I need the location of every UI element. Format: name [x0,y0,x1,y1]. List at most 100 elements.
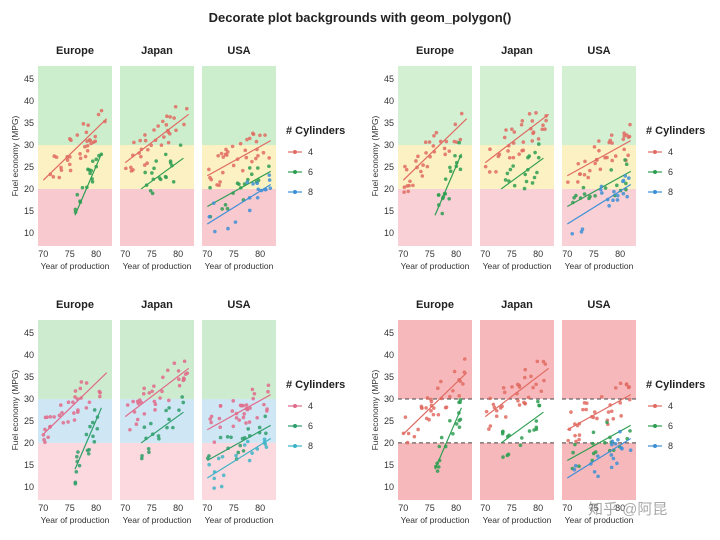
data-point [86,452,91,456]
facet-panel: Europe 70 75 80 Year of production 10 15 20 25 30… [24,45,112,271]
data-point [68,168,73,173]
data-point [72,418,77,422]
data-point [267,156,271,160]
data-point [583,159,587,164]
data-point [452,139,457,144]
data-point [532,175,537,180]
data-point [585,401,589,405]
data-point [225,206,230,211]
data-point [168,161,173,165]
data-point [166,140,171,145]
data-point [537,403,541,408]
data-point [220,454,225,459]
data-point [85,448,90,453]
data-point [172,361,177,365]
data-point [597,148,601,153]
data-point [57,413,62,418]
data-point [619,414,623,418]
data-point [255,181,260,185]
trend-line [484,113,550,164]
data-point [207,167,211,172]
facet-panel: USA 70 75 80 Year of production [562,299,636,525]
data-point [502,390,507,395]
trend-line [566,184,632,225]
data-point [626,153,630,158]
legend-key-point [293,190,297,194]
data-point [216,153,220,158]
data-point [595,416,599,421]
data-point [627,134,632,139]
data-point [487,427,491,431]
data-point [424,416,429,421]
y-tick-label: 15 [384,206,394,216]
x-tick-label: 70 [120,249,130,259]
data-point [429,399,434,404]
y-tick-label: 25 [24,416,34,426]
data-point [459,111,464,116]
background-band [120,320,194,400]
trend-line [74,153,102,216]
data-point [230,409,235,413]
legend-label: 6 [668,421,673,431]
data-point [159,143,164,147]
data-point [458,417,463,422]
y-tick-label: 45 [384,74,394,84]
x-axis-label: Year of production [565,261,634,271]
x-tick-label: 80 [255,503,265,513]
data-point [566,438,571,443]
y-tick-label: 35 [24,372,34,382]
legend-label: 4 [668,147,673,157]
data-point [250,451,254,455]
data-point [582,172,587,177]
data-point [182,122,186,127]
data-point [452,369,457,374]
data-point [570,231,575,236]
data-point [88,171,92,176]
data-point [264,431,268,436]
data-point [618,429,622,434]
data-point [251,132,256,137]
data-point [161,375,165,380]
data-point [531,385,535,390]
data-point [447,394,452,399]
data-point [622,134,627,138]
data-point [89,141,93,146]
data-point [54,155,59,160]
data-point [442,146,447,151]
data-point [164,175,168,180]
x-tick-label: 75 [229,249,239,259]
data-point [435,469,440,473]
data-point [43,427,47,432]
data-point [613,154,618,158]
x-tick-label: 80 [451,503,461,513]
data-point [457,425,462,429]
data-point [158,396,162,400]
data-point [213,229,217,234]
data-point [448,165,452,170]
data-point [234,416,239,420]
data-point [185,371,190,375]
data-point [505,171,510,176]
data-point [605,155,609,160]
data-point [402,190,406,194]
data-point [152,384,156,388]
data-point [510,127,514,131]
data-point [83,154,88,159]
data-point [429,409,433,413]
data-point [238,403,243,408]
data-point [177,383,182,388]
data-point [419,169,423,174]
data-point [517,403,522,407]
data-point [84,381,89,385]
data-point [247,458,252,463]
facet-title: Europe [416,45,454,57]
data-point [573,442,577,447]
facet-panel: Europe 70 75 80 Year of production 10 15 20 25 30… [384,299,472,525]
data-point [252,391,257,396]
data-point [182,377,186,382]
data-point [436,412,441,417]
data-point [492,405,497,410]
legend-title: # Cylinders [286,125,345,137]
data-point [531,130,536,135]
